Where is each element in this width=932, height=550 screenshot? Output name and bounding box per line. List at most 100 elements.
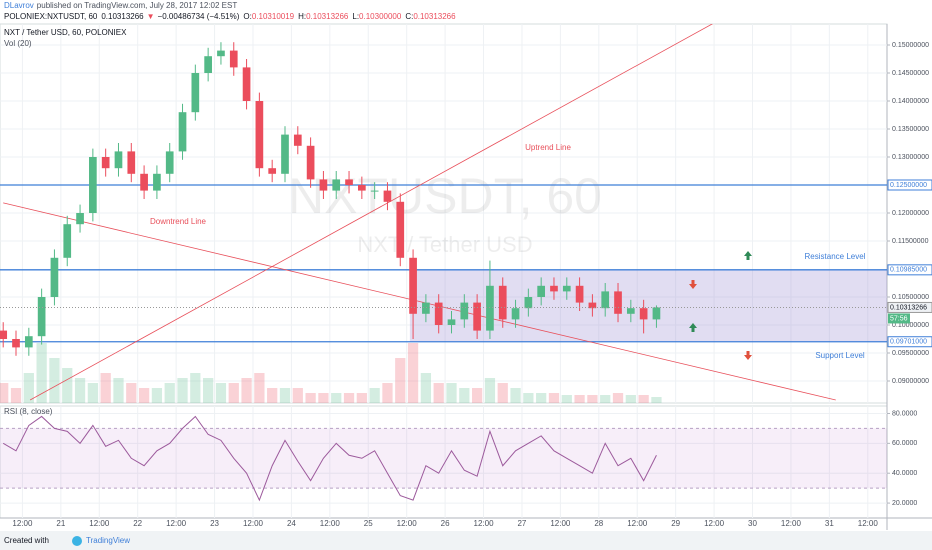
- volume-bar: [574, 395, 585, 403]
- candle-body: [242, 67, 251, 101]
- candle-body: [204, 56, 212, 73]
- candle-body: [306, 145, 315, 180]
- volume-bar: [292, 388, 303, 403]
- x-tick-label: 12:00: [166, 519, 187, 528]
- ohlc-value: 0.10313266: [306, 12, 349, 21]
- last: 0.10313266: [101, 12, 144, 21]
- x-tick-label: 12:00: [12, 519, 33, 528]
- x-tick-label: 12:00: [627, 519, 648, 528]
- candle-body: [422, 302, 430, 314]
- ohlc-label: O:: [243, 12, 251, 21]
- main-plot: [0, 24, 887, 403]
- signal-arrows: [689, 251, 752, 360]
- volume-bar: [215, 383, 227, 403]
- candle-body: [229, 50, 238, 68]
- candle-body: [473, 302, 481, 331]
- x-tick-label: 25: [364, 519, 373, 528]
- x-tick-label: 27: [517, 519, 526, 528]
- y-tick-label: 0.14500000: [892, 70, 929, 77]
- y-tick-label: 0.11500000: [892, 238, 929, 245]
- candle-body: [178, 112, 187, 152]
- candle-body: [511, 308, 520, 320]
- x-tick-label: 12:00: [704, 519, 725, 528]
- candle-body: [409, 257, 417, 314]
- ohlc-value: 0.10300000: [359, 12, 402, 21]
- volume-bar: [433, 383, 444, 403]
- rsi-tick-label: 60.0000: [892, 440, 917, 447]
- candle-body: [383, 190, 392, 202]
- candle-body: [24, 336, 33, 348]
- volume-bar: [87, 383, 98, 403]
- author[interactable]: DLavrov: [4, 1, 34, 10]
- candle-body: [537, 285, 546, 297]
- watermark: NXTUSDT, 60 NXT / Tether USD: [288, 168, 602, 257]
- volume-bar: [113, 378, 124, 403]
- candle-body: [524, 296, 533, 309]
- volume-bar: [561, 395, 572, 403]
- candle-body: [447, 319, 456, 325]
- down-arrow: [689, 280, 697, 289]
- volume-bar: [497, 383, 508, 403]
- x-tick-label: 30: [748, 519, 757, 528]
- candle-body: [434, 302, 443, 325]
- candle-body: [614, 291, 622, 314]
- candle-body: [165, 151, 174, 174]
- candle-body: [127, 151, 136, 174]
- symbol: POLONIEX:NXTUSDT, 60: [4, 12, 98, 21]
- footer-brand[interactable]: TradingView: [86, 536, 130, 545]
- volume-bar: [510, 388, 521, 403]
- candle-body: [652, 307, 661, 320]
- candle-body: [626, 308, 635, 314]
- volume-bar: [343, 393, 355, 403]
- y-tick-label: 0.10000000: [892, 322, 929, 329]
- volume-bar: [651, 397, 662, 403]
- level-label: 0.09701000: [890, 339, 927, 346]
- y-tick-label: 0.15000000: [892, 42, 929, 49]
- candle-body: [293, 134, 302, 146]
- volume-bar: [536, 393, 547, 403]
- chart-title: NXT / Tether USD, 60, POLONIEX: [4, 28, 127, 37]
- countdown: 57:56: [890, 315, 908, 322]
- level-label-box: [887, 336, 932, 348]
- ohlc-value: 0.10313266: [413, 12, 456, 21]
- volume-bar: [203, 378, 214, 403]
- x-tick-label: 12:00: [781, 519, 802, 528]
- logo: [72, 536, 82, 546]
- last-price-box: [887, 301, 932, 313]
- candle-body: [639, 308, 648, 320]
- x-tick-label: 24: [287, 519, 296, 528]
- up-arrow: [689, 323, 697, 332]
- grid: [0, 24, 887, 518]
- x-tick-label: 26: [441, 519, 450, 528]
- rsi-tick-label: 40.0000: [892, 470, 917, 477]
- x-tick-label: 12:00: [858, 519, 879, 528]
- trend-label: Downtrend Line: [150, 217, 207, 226]
- level-label: 0.12500000: [890, 182, 927, 189]
- volume-bar: [331, 393, 342, 403]
- volume-bar: [62, 368, 73, 403]
- volume-bar: [318, 393, 329, 403]
- footer-created: Created with: [4, 536, 49, 545]
- header-line-1: DLavrov published on TradingView.com, Jul…: [4, 1, 237, 10]
- volume-bar: [587, 395, 598, 403]
- watermark-subtitle: NXT / Tether USD: [357, 232, 532, 257]
- candle-body: [396, 201, 405, 258]
- ohlc-value: 0.10310019: [252, 12, 295, 21]
- rsi-tick-label: 80.0000: [892, 410, 917, 417]
- volume-bar: [100, 373, 111, 403]
- candle-body: [12, 338, 20, 348]
- volume-bar: [459, 388, 470, 403]
- volume-bar: [356, 393, 367, 403]
- candle-body: [0, 330, 8, 339]
- rsi-line: [2, 415, 657, 502]
- volume-bar: [49, 358, 60, 403]
- candle-body: [498, 285, 507, 320]
- candle-body: [255, 100, 264, 169]
- y-tick-label: 0.12000000: [892, 210, 929, 217]
- candle-body: [332, 179, 341, 191]
- volume-bar: [74, 378, 86, 403]
- level-label-box: [887, 179, 932, 191]
- footer: [0, 531, 932, 550]
- volume-bar: [625, 395, 636, 403]
